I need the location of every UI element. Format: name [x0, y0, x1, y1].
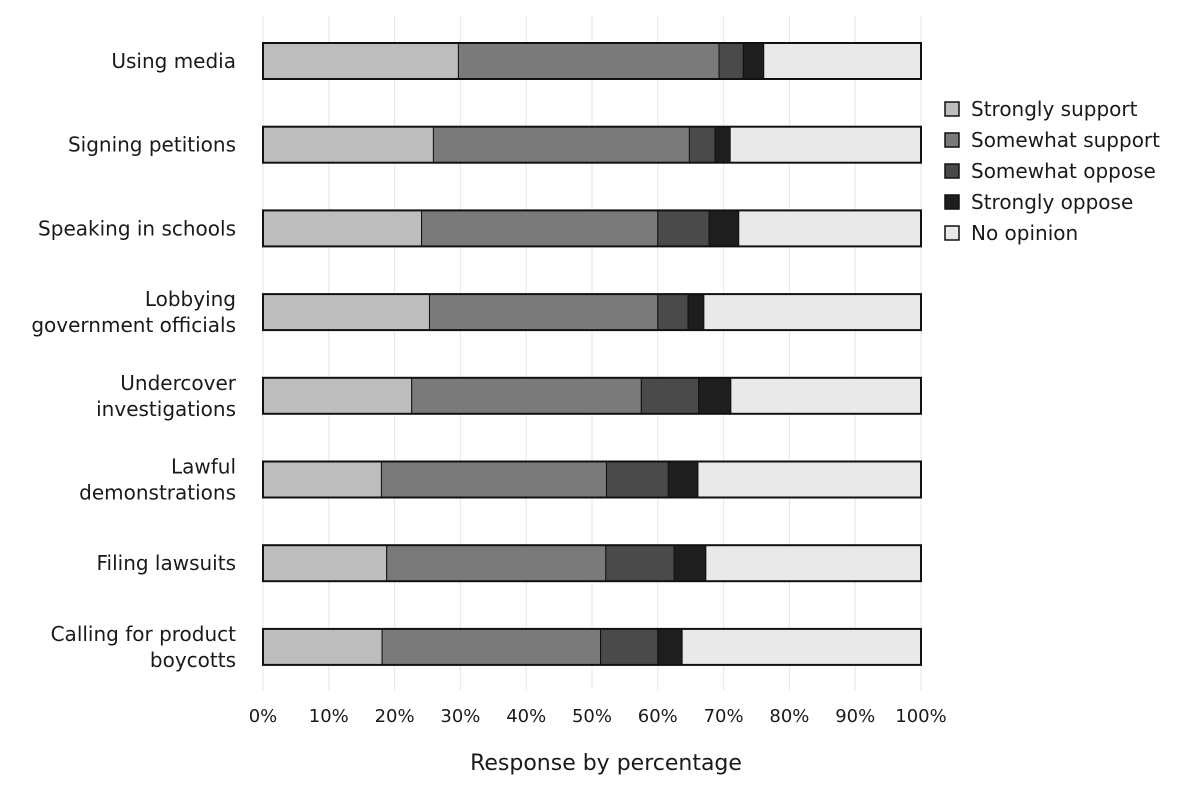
gridlines	[262, 15, 922, 690]
legend-swatch	[944, 132, 960, 148]
bar-segment-no-opinion	[703, 293, 922, 331]
x-tick-label: 90%	[835, 706, 875, 727]
bar-segment-strongly-support	[262, 293, 430, 331]
category-label: Signing petitions	[68, 133, 236, 157]
bar-outline	[262, 293, 922, 332]
bar-segment-somewhat-support	[411, 377, 642, 415]
x-tick-label: 30%	[440, 706, 480, 727]
category-label: investigations	[96, 397, 236, 421]
bar-outline	[262, 376, 922, 415]
bar-segment-strongly-support	[262, 544, 388, 582]
legend-swatch	[944, 101, 960, 117]
bar-segment-somewhat-support	[432, 126, 690, 164]
bar-segment-no-opinion	[738, 209, 922, 247]
bar-segment-somewhat-oppose	[605, 544, 675, 582]
bar-segment-somewhat-support	[386, 544, 607, 582]
bar-segment-somewhat-oppose	[657, 293, 689, 331]
bar-segment-somewhat-support	[457, 42, 720, 80]
legend-label: Somewhat oppose	[971, 159, 1156, 183]
bar-segment-strongly-support	[262, 42, 459, 80]
x-tick-label: 0%	[249, 706, 278, 727]
bar-segment-no-opinion	[763, 42, 922, 80]
x-tick-label: 100%	[895, 706, 946, 727]
bar-segment-somewhat-oppose	[605, 461, 669, 498]
x-tick-label: 20%	[375, 706, 415, 727]
bar-segment-somewhat-oppose	[718, 42, 744, 80]
bar-segment-strongly-support	[262, 628, 383, 666]
bar-segment-strongly-oppose	[657, 628, 683, 666]
x-tick-labels: 0% 10% 20% 30% 40% 50% 60% 70% 80% 90% 100%	[249, 706, 947, 727]
bar-segment-strongly-oppose	[673, 544, 707, 582]
category-label: Filing lawsuits	[96, 551, 236, 575]
legend-swatch	[944, 194, 960, 210]
bar-segment-strongly-support	[262, 461, 382, 498]
bar-segment-strongly-oppose	[742, 42, 765, 80]
bar-segment-no-opinion	[681, 628, 922, 666]
category-label: government officials	[31, 313, 236, 337]
bar-segment-strongly-oppose	[698, 377, 732, 415]
category-label: Undercover	[120, 371, 236, 395]
category-label: Using media	[111, 49, 236, 73]
legend-label: No opinion	[971, 221, 1078, 245]
bar-segment-somewhat-oppose	[600, 628, 659, 666]
x-tick-label: 80%	[769, 706, 809, 727]
bar-segment-strongly-oppose	[708, 209, 740, 247]
bar-outline	[262, 209, 922, 248]
bar-segment-strongly-support	[262, 126, 434, 164]
legend-label: Strongly support	[971, 97, 1138, 121]
bar-segment-strongly-oppose	[714, 126, 731, 164]
bar-segment-somewhat-support	[421, 209, 659, 247]
category-label: Lobbying	[145, 287, 236, 311]
bar-segment-strongly-support	[262, 377, 413, 415]
legend: Strongly support Somewhat support Somewhat…	[944, 97, 1160, 245]
category-label: boycotts	[150, 648, 236, 672]
bar-outline	[262, 460, 922, 499]
x-tick-label: 40%	[506, 706, 546, 727]
bar-segment-somewhat-oppose	[657, 209, 710, 247]
bars	[262, 42, 922, 666]
category-labels: Using media Signing petitions Speaking in …	[31, 49, 236, 672]
bar-segment-no-opinion	[697, 461, 922, 498]
category-label: Speaking in schools	[38, 216, 236, 240]
x-axis-title: Response by percentage	[470, 751, 742, 776]
bar-segment-strongly-oppose	[667, 461, 699, 498]
bar-segment-no-opinion	[730, 377, 922, 415]
bar-segment-strongly-support	[262, 209, 423, 247]
bar-segment-strongly-oppose	[687, 293, 705, 331]
bar-outline	[262, 544, 922, 583]
bar-segment-no-opinion	[729, 126, 922, 164]
x-tick-label: 70%	[704, 706, 744, 727]
bar-outline	[262, 42, 922, 80]
bar-outline	[262, 627, 922, 666]
bar-segment-somewhat-support	[428, 293, 659, 331]
bar-segment-somewhat-oppose	[640, 377, 700, 415]
bar-outline	[262, 125, 922, 164]
legend-swatch	[944, 163, 960, 179]
category-label: Lawful	[171, 455, 236, 479]
legend-swatch	[944, 225, 960, 241]
x-tick-label: 60%	[638, 706, 678, 727]
bar-segment-somewhat-support	[380, 461, 607, 498]
bar-segment-somewhat-oppose	[688, 126, 716, 164]
category-label: demonstrations	[79, 481, 236, 505]
legend-label: Somewhat support	[971, 128, 1160, 152]
bar-segment-somewhat-support	[381, 628, 602, 666]
bar-segment-no-opinion	[705, 544, 922, 582]
x-tick-label: 50%	[572, 706, 612, 727]
legend-label: Strongly oppose	[971, 190, 1133, 214]
x-tick-label: 10%	[309, 706, 349, 727]
category-label: Calling for product	[51, 622, 237, 646]
